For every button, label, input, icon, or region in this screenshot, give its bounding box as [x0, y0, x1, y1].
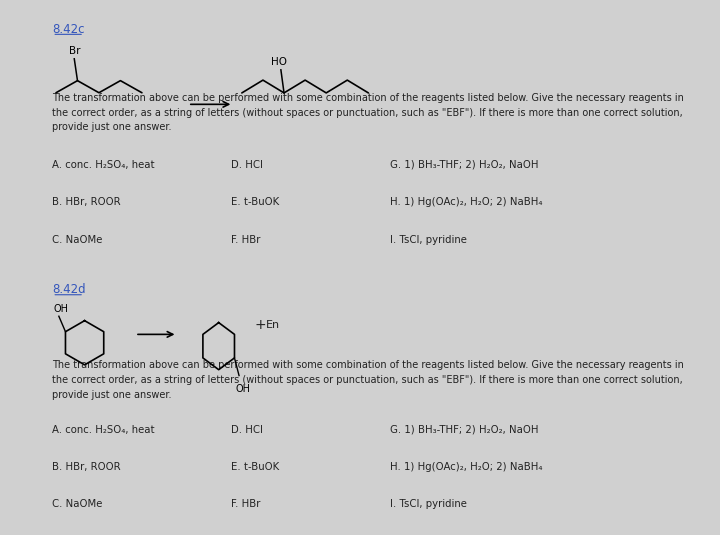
- Text: D. HCl: D. HCl: [231, 425, 263, 434]
- Text: OH: OH: [53, 304, 68, 315]
- Text: The transformation above can be performed with some combination of the reagents : The transformation above can be performe…: [53, 93, 684, 132]
- Text: The transformation above can be performed with some combination of the reagents : The transformation above can be performe…: [53, 360, 684, 400]
- Text: 8.42c: 8.42c: [53, 23, 85, 36]
- Text: D. HCl: D. HCl: [231, 160, 263, 170]
- Text: C. NaOMe: C. NaOMe: [53, 499, 103, 509]
- Text: E. t-BuOK: E. t-BuOK: [231, 462, 279, 472]
- Text: G. 1) BH₃-THF; 2) H₂O₂, NaOH: G. 1) BH₃-THF; 2) H₂O₂, NaOH: [390, 425, 539, 434]
- Text: I. TsCl, pyridine: I. TsCl, pyridine: [390, 499, 467, 509]
- Text: 8.42d: 8.42d: [53, 283, 86, 296]
- Text: A. conc. H₂SO₄, heat: A. conc. H₂SO₄, heat: [53, 425, 155, 434]
- Text: A. conc. H₂SO₄, heat: A. conc. H₂SO₄, heat: [53, 160, 155, 170]
- Text: H. 1) Hg(OAc)₂, H₂O; 2) NaBH₄: H. 1) Hg(OAc)₂, H₂O; 2) NaBH₄: [390, 197, 543, 207]
- Text: H. 1) Hg(OAc)₂, H₂O; 2) NaBH₄: H. 1) Hg(OAc)₂, H₂O; 2) NaBH₄: [390, 462, 543, 472]
- Text: +: +: [254, 318, 266, 332]
- Text: I. TsCl, pyridine: I. TsCl, pyridine: [390, 234, 467, 244]
- Text: G. 1) BH₃-THF; 2) H₂O₂, NaOH: G. 1) BH₃-THF; 2) H₂O₂, NaOH: [390, 160, 539, 170]
- Text: F. HBr: F. HBr: [231, 234, 261, 244]
- Text: B. HBr, ROOR: B. HBr, ROOR: [53, 197, 121, 207]
- Text: OH: OH: [235, 384, 251, 394]
- Text: Br: Br: [68, 47, 80, 57]
- Text: E. t-BuOK: E. t-BuOK: [231, 197, 279, 207]
- Text: HO: HO: [271, 57, 287, 67]
- Text: C. NaOMe: C. NaOMe: [53, 234, 103, 244]
- Text: En: En: [266, 320, 280, 330]
- Text: B. HBr, ROOR: B. HBr, ROOR: [53, 462, 121, 472]
- Text: F. HBr: F. HBr: [231, 499, 261, 509]
